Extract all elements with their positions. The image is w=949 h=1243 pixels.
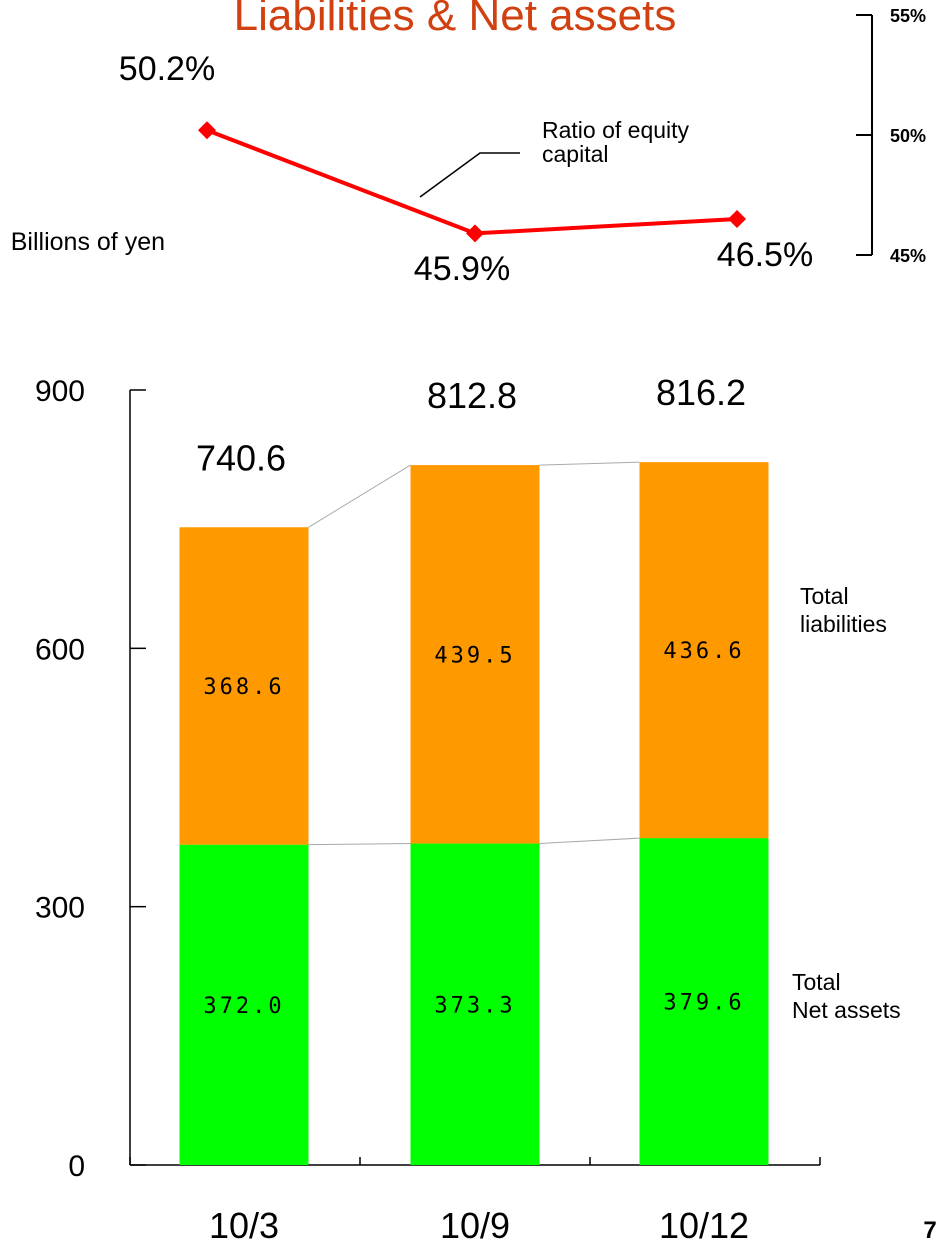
connector (308, 843, 411, 846)
y-tick-label: 300 (35, 892, 85, 925)
segment-label: 436.6 (663, 639, 744, 664)
x-tick-label: 10/12 (659, 1205, 749, 1243)
connector (539, 461, 640, 466)
leader-line (419, 152, 520, 198)
marker (466, 224, 484, 243)
segment-label: 372.0 (203, 994, 284, 1019)
bar-segment (179, 844, 309, 1165)
x-tick-label: 10/9 (440, 1205, 510, 1243)
y2-tick-label: 45% (890, 246, 926, 266)
marker (198, 121, 216, 140)
total-label: 740.6 (196, 437, 286, 478)
segment-label: 439.5 (434, 643, 515, 668)
value-label: 46.5% (717, 236, 813, 274)
marker (728, 210, 746, 228)
segment-label: 368.6 (203, 675, 284, 700)
y-tick-label: 0 (68, 1150, 85, 1183)
legend-label: Total liabilities (800, 583, 887, 637)
value-label: 50.2% (119, 50, 215, 88)
y-tick-label: 600 (35, 633, 85, 666)
total-label: 812.8 (427, 375, 517, 416)
line-label: Ratio of equity capital (542, 117, 690, 167)
connector (539, 837, 640, 845)
bar-segment (410, 465, 540, 844)
segment-label: 379.6 (663, 991, 744, 1016)
y2-tick-label: 55% (890, 6, 926, 26)
legend-label: Total Net assets (792, 969, 901, 1023)
bar-segment (639, 462, 769, 839)
chart-title: Liabilities & Net assets (234, 0, 677, 40)
bar-segment (410, 843, 540, 1165)
page-number: 7 (923, 1217, 936, 1243)
y-axis-label: Billions of yen (11, 228, 165, 256)
x-tick-label: 10/3 (209, 1205, 279, 1243)
total-label: 816.2 (656, 372, 746, 413)
bar-segment (639, 838, 769, 1165)
value-label: 45.9% (414, 250, 510, 288)
y-tick-label: 900 (35, 375, 85, 408)
bar-segment (179, 527, 309, 845)
segment-label: 373.3 (434, 993, 515, 1018)
y2-tick-label: 50% (890, 126, 926, 146)
connector (308, 464, 411, 528)
